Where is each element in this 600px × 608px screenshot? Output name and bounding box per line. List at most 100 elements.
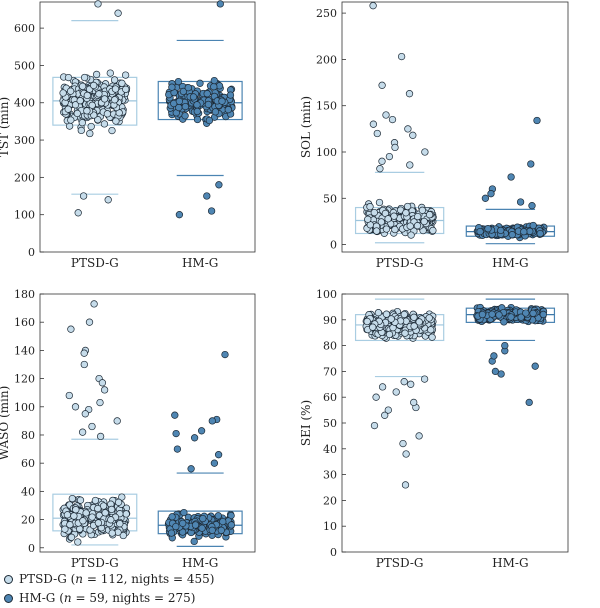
data-point <box>77 126 85 135</box>
outlier-point <box>507 173 515 181</box>
outlier-point <box>67 325 75 333</box>
data-point <box>119 531 127 540</box>
data-point <box>375 198 384 207</box>
data-point <box>517 313 525 321</box>
outlier-point <box>94 0 102 8</box>
data-point <box>82 509 90 517</box>
y-tick-label: 180 <box>14 288 35 301</box>
data-point <box>410 322 418 330</box>
outlier-point <box>71 403 80 411</box>
y-tick-label: 60 <box>21 457 35 470</box>
outlier-point <box>382 111 390 119</box>
data-point <box>410 313 418 321</box>
panel-sol: 0 50 100 150 200 250 SOL (min) PTSD-G HM-G <box>299 1 569 270</box>
data-point <box>425 211 434 219</box>
data-point <box>196 79 204 87</box>
data-point <box>73 109 81 118</box>
data-point <box>391 225 399 234</box>
outlier-point <box>207 207 216 215</box>
x-category-label: PTSD-G <box>71 556 119 570</box>
data-point <box>100 95 109 103</box>
legend-item-ptsd: PTSD-G (n = 112, nights = 455) <box>4 570 214 589</box>
data-point <box>103 110 112 118</box>
legend-marker-hm <box>4 594 13 603</box>
data-point <box>415 318 423 326</box>
outlier-point <box>113 417 121 425</box>
outlier-point <box>79 192 88 200</box>
outlier-point <box>397 52 406 61</box>
data-point <box>539 310 547 319</box>
data-point <box>63 511 72 519</box>
data-point <box>193 101 201 109</box>
data-point <box>364 215 372 223</box>
data-point <box>72 506 80 514</box>
x-category-label: HM-G <box>492 256 528 270</box>
data-point <box>384 215 392 223</box>
y-tick-label: 200 <box>14 171 35 184</box>
y-tick-label: 30 <box>323 469 337 482</box>
outlier-point <box>171 411 179 419</box>
outlier-point <box>81 410 89 418</box>
y-axis-label: TST (min) <box>0 97 11 157</box>
data-point <box>181 112 189 120</box>
outlier-point <box>88 422 96 431</box>
data-point <box>107 516 115 524</box>
data-point <box>193 107 201 116</box>
y-tick-label: 80 <box>21 429 35 442</box>
legend-label-ptsd: PTSD-G (n = 112, nights = 455) <box>19 572 215 586</box>
data-point <box>377 218 385 226</box>
outlier-point <box>491 367 500 376</box>
outlier-point <box>210 459 219 467</box>
data-point <box>118 493 126 501</box>
data-point <box>107 505 116 514</box>
y-tick-label: 250 <box>316 7 337 20</box>
data-point <box>179 519 187 527</box>
data-point <box>114 498 123 506</box>
outlier-point <box>490 352 498 360</box>
outlier-point <box>407 380 415 388</box>
outlier-point <box>378 157 386 165</box>
data-point <box>374 309 383 317</box>
data-point <box>189 93 198 101</box>
outlier-point <box>74 209 82 217</box>
outlier-point <box>399 439 407 448</box>
data-point <box>414 212 422 221</box>
data-point <box>87 122 95 131</box>
y-tick-label: 0 <box>330 546 337 559</box>
data-point <box>428 333 436 341</box>
y-tick-label: 100 <box>14 209 35 222</box>
legend-item-hm: HM-G (n = 59, nights = 275) <box>4 589 214 608</box>
outlier-point <box>221 350 229 359</box>
data-point <box>180 508 188 517</box>
data-point <box>121 71 130 79</box>
data-point <box>67 116 75 124</box>
outlier-point <box>400 378 408 386</box>
outlier-point <box>405 90 414 98</box>
outlier-point <box>410 398 418 407</box>
data-point <box>427 326 435 334</box>
data-point <box>387 315 395 323</box>
y-tick-label: 50 <box>323 417 337 430</box>
panel-tst: 0 100 200 300 400 500 600 TST (min) PTSD-G HM-G <box>0 0 256 270</box>
outlier-point <box>378 81 386 89</box>
outlier-point <box>531 362 539 370</box>
data-point <box>413 222 422 230</box>
outlier-point <box>378 383 387 391</box>
outlier-point <box>421 148 429 156</box>
data-point <box>92 70 101 79</box>
data-point <box>59 89 67 97</box>
x-category-label: HM-G <box>182 256 218 270</box>
y-tick-label: 10 <box>323 520 337 533</box>
data-point <box>172 522 180 531</box>
legend-rest-hm: = 59, nights = 275) <box>71 591 196 605</box>
outlier-point <box>203 192 211 200</box>
outlier-point <box>391 143 399 152</box>
outlier-point <box>65 391 73 400</box>
data-point <box>402 209 410 217</box>
data-point <box>203 90 211 98</box>
outlier-point <box>370 421 379 430</box>
data-point <box>174 77 183 86</box>
outlier-point <box>373 129 381 138</box>
panel-sei: 0 10 20 30 40 50 60 70 80 90 100 SEI (%) PTSD-G HM-G <box>299 288 569 570</box>
legend-group-ptsd: PTSD-G <box>19 572 67 586</box>
